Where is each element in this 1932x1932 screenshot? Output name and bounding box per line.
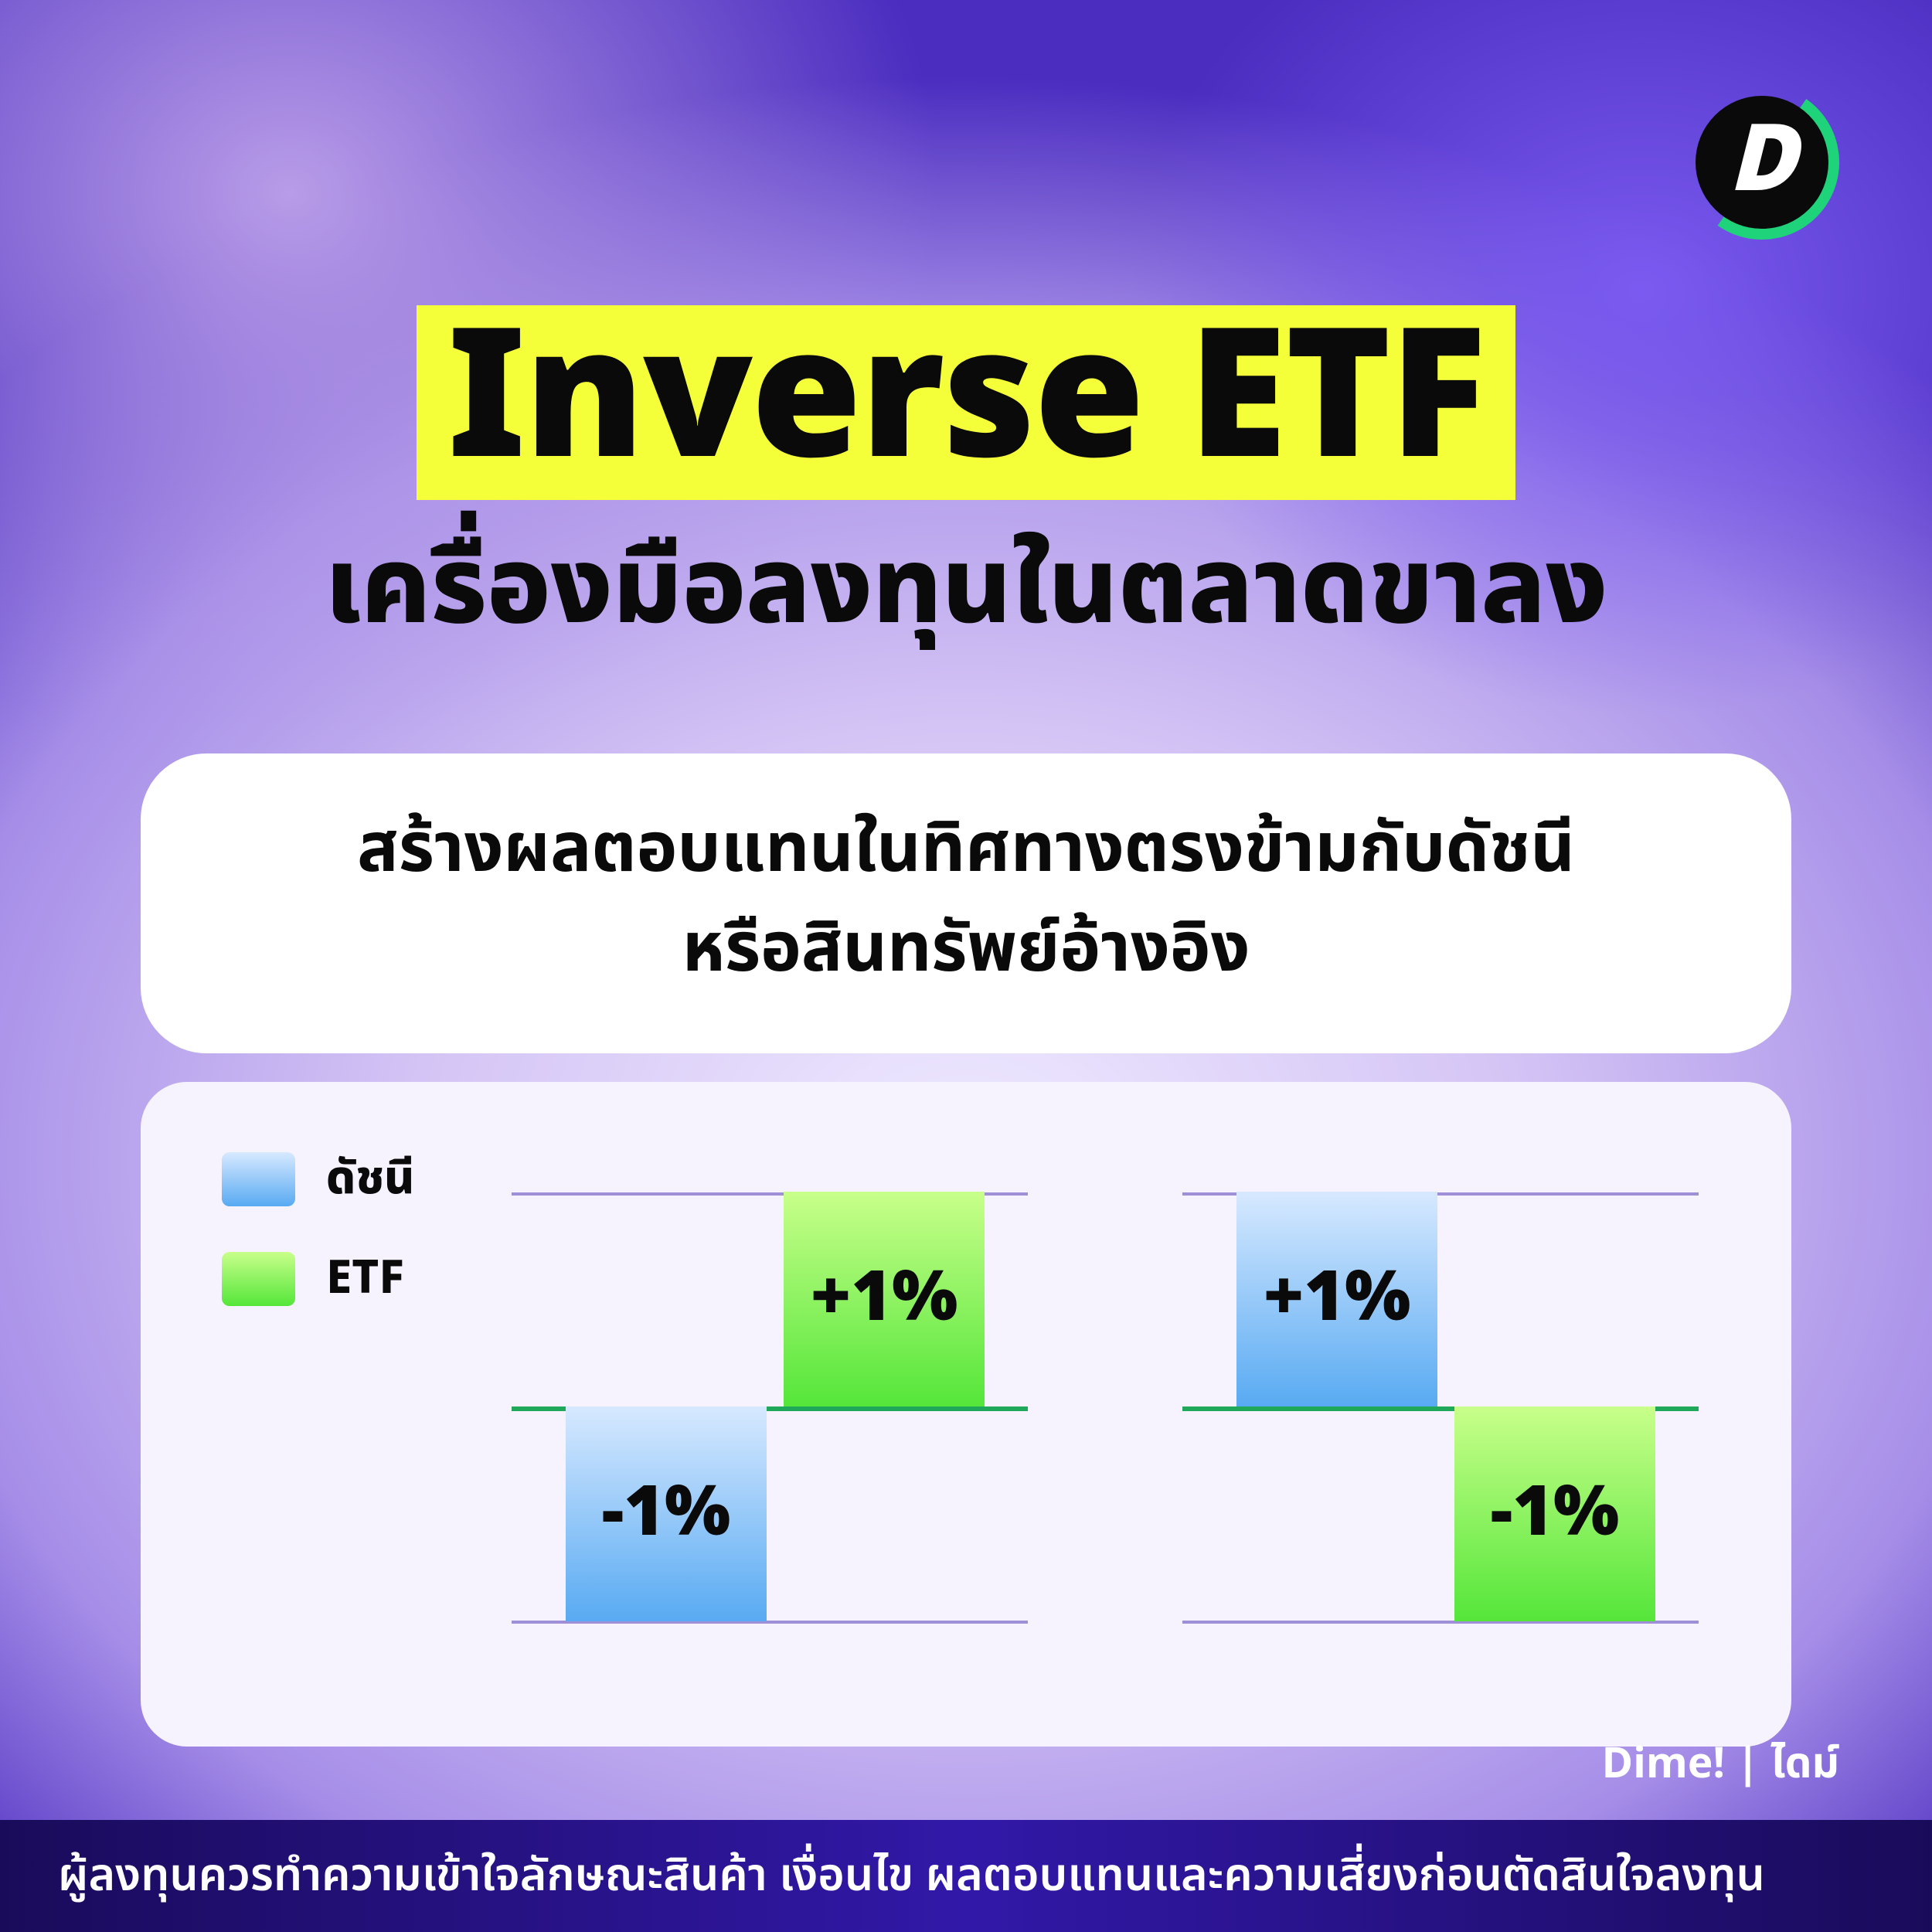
scenario-0: -1% +1% xyxy=(512,1124,1028,1689)
footer-brand: Dime! | ไดม์ xyxy=(1601,1733,1839,1797)
charts-area: -1% +1% +1% -1% xyxy=(512,1124,1699,1689)
chart-card: ดัชนี ETF -1% +1% xyxy=(141,1082,1791,1747)
infographic-canvas: D Inverse ETF เครื่องมือลงทุนในตลาดขาลง … xyxy=(0,0,1932,1932)
disclaimer-band: ผู้ลงทุนควรทำความเข้าใจลักษณะสินค้า เงื่… xyxy=(0,1820,1932,1932)
bar-etf-1: -1% xyxy=(1454,1406,1655,1621)
chart-legend: ดัชนี ETF xyxy=(222,1144,414,1314)
bar-index-1-label: +1% xyxy=(1264,1247,1411,1352)
disclaimer-text: ผู้ลงทุนควรทำความเข้าใจลักษณะสินค้า เงื่… xyxy=(58,1842,1765,1911)
logo-letter: D xyxy=(1728,116,1796,209)
legend-swatch-index xyxy=(222,1152,295,1206)
page-subtitle: เครื่องมือลงทุนในตลาดขาลง xyxy=(0,522,1932,660)
description-box: สร้างผลตอบแทนในทิศทางตรงข้ามกับดัชนี หรื… xyxy=(141,753,1791,1053)
page-title: Inverse ETF xyxy=(417,305,1516,500)
legend-label-etf: ETF xyxy=(326,1243,404,1314)
description-line-2: หรือสินทรัพย์อ้างอิง xyxy=(187,901,1745,1001)
legend-item-index: ดัชนี xyxy=(222,1144,414,1214)
bar-index-0-label: -1% xyxy=(602,1461,731,1566)
scenario-1: +1% -1% xyxy=(1182,1124,1699,1689)
bar-etf-0-label: +1% xyxy=(811,1247,958,1352)
bar-etf-1-label: -1% xyxy=(1491,1461,1620,1566)
description-line-1: สร้างผลตอบแทนในทิศทางตรงข้ามกับดัชนี xyxy=(187,801,1745,901)
bar-index-1: +1% xyxy=(1236,1192,1437,1406)
legend-item-etf: ETF xyxy=(222,1243,414,1314)
legend-label-index: ดัชนี xyxy=(326,1144,414,1214)
title-block: Inverse ETF เครื่องมือลงทุนในตลาดขาลง xyxy=(0,305,1932,660)
bar-index-0: -1% xyxy=(566,1406,767,1621)
brand-logo: D xyxy=(1685,85,1839,240)
bar-etf-0: +1% xyxy=(784,1192,985,1406)
legend-swatch-etf xyxy=(222,1252,295,1306)
logo-circle: D xyxy=(1696,96,1828,229)
